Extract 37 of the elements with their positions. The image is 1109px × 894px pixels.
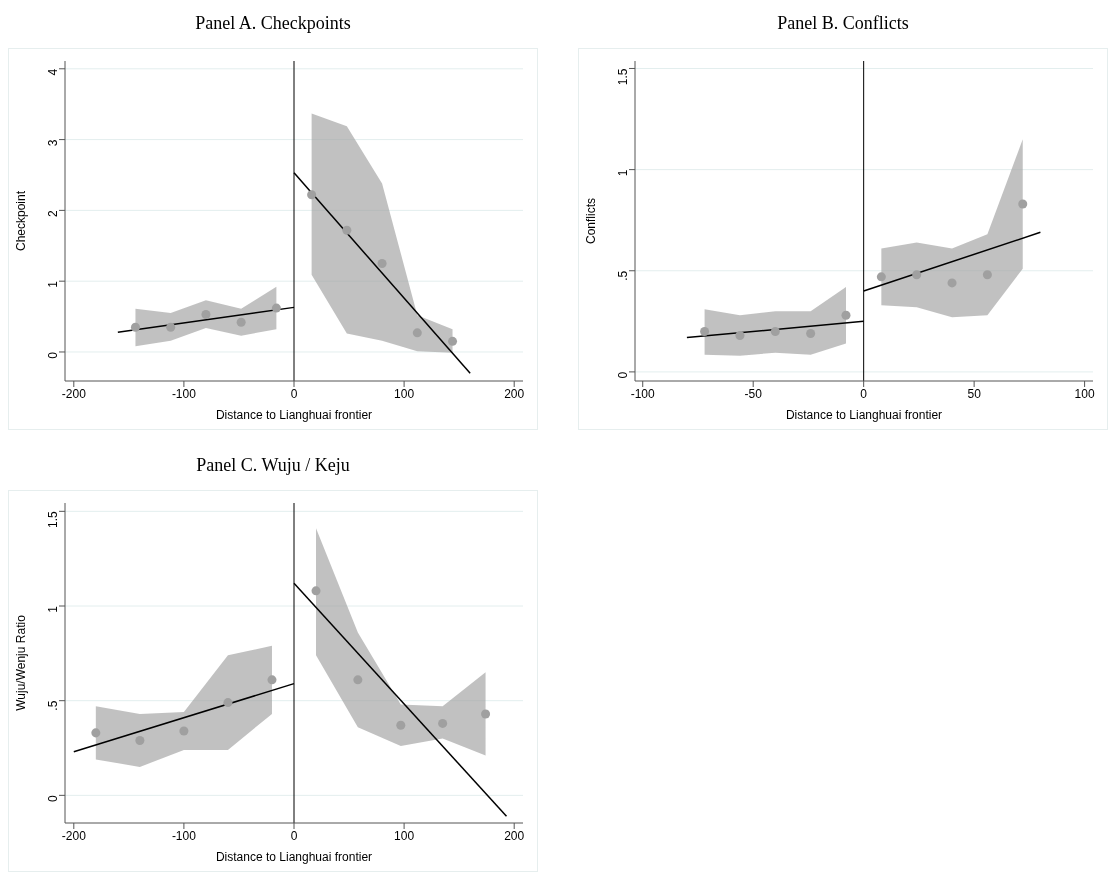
x-tick-label: 100: [1074, 386, 1095, 401]
y-axis-title: Checkpoint: [14, 190, 29, 252]
x-tick-label: -100: [630, 386, 656, 401]
y-tick-label: 1: [46, 280, 61, 288]
y-axis-title: Conflicts: [584, 197, 599, 245]
chart-title: Panel A. Checkpoints: [194, 12, 352, 35]
x-tick-label: 0: [860, 386, 868, 401]
x-tick-label: 0: [290, 828, 298, 843]
y-tick-label: 1: [46, 605, 61, 613]
y-tick-label: 1.5: [46, 511, 61, 529]
x-tick-label: -200: [61, 386, 87, 401]
y-tick-label: 0: [46, 351, 61, 359]
x-tick-label: -100: [171, 386, 197, 401]
y-tick-label: 1.5: [616, 68, 631, 86]
x-tick-label: 200: [504, 828, 525, 843]
x-tick-label: 0: [290, 386, 298, 401]
x-tick-label: 100: [394, 828, 415, 843]
x-tick-label: 50: [967, 386, 982, 401]
y-tick-label: 1: [616, 169, 631, 177]
x-axis-title: Distance to Lianghuai frontier: [215, 408, 373, 422]
y-tick-label: 2: [46, 210, 61, 218]
y-tick-label: .5: [616, 270, 631, 281]
x-tick-label: -50: [744, 386, 763, 401]
x-tick-label: -100: [171, 828, 197, 843]
y-axis-title: Wuju/Wenju Ratio: [14, 614, 29, 711]
x-tick-label: 100: [394, 386, 415, 401]
chart-title: Panel B. Conflicts: [776, 12, 910, 35]
y-tick-label: 0: [46, 795, 61, 803]
x-axis-title: Distance to Lianghuai frontier: [215, 850, 373, 864]
chart-title: Panel C. Wuju / Keju: [195, 454, 351, 477]
y-tick-label: 4: [46, 68, 61, 76]
y-tick-label: 0: [616, 371, 631, 379]
y-tick-label: .5: [46, 700, 61, 711]
y-tick-label: 3: [46, 139, 61, 147]
x-tick-label: -200: [61, 828, 87, 843]
x-axis-title: Distance to Lianghuai frontier: [785, 408, 943, 422]
x-tick-label: 200: [504, 386, 525, 401]
